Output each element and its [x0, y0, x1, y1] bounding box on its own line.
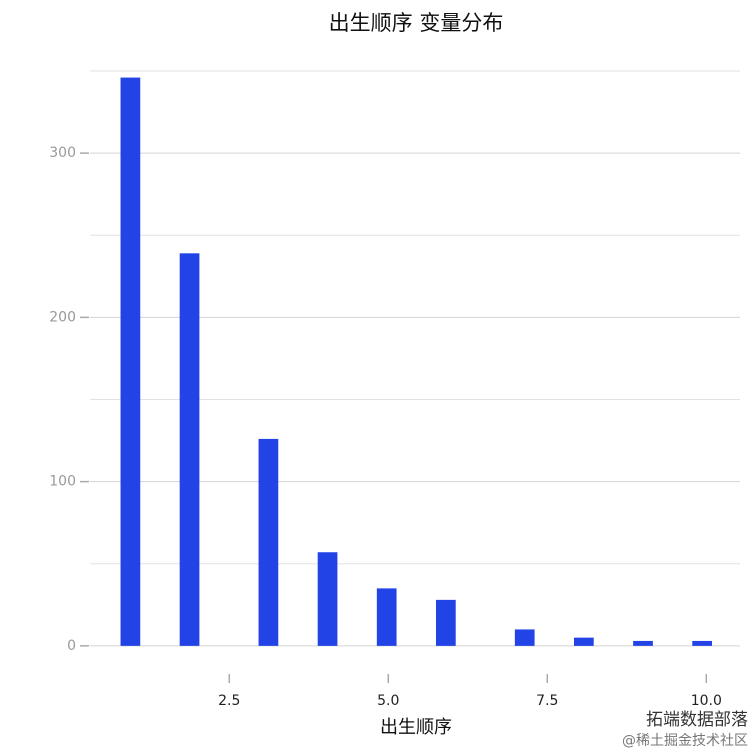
x-axis-label: 出生顺序 [380, 717, 452, 738]
watermark: 拓端数据部落 [646, 710, 748, 730]
y-tick-label: 0 [67, 638, 76, 654]
bar [574, 637, 594, 646]
chart-title: 出生顺序 变量分布 [329, 11, 504, 35]
y-tick-label: 200 [49, 309, 76, 325]
x-tick-label: 2.5 [218, 693, 240, 709]
x-tick-label: 7.5 [536, 693, 558, 709]
watermark: @稀土掘金技术社区 [622, 733, 748, 749]
bar [435, 599, 456, 646]
x-tick-label: 5.0 [377, 693, 399, 709]
bar [633, 640, 653, 646]
y-tick-label: 100 [49, 474, 76, 490]
bar [179, 253, 200, 646]
bar [376, 588, 397, 646]
bar [692, 640, 713, 646]
bar [317, 552, 338, 646]
bar [120, 77, 141, 646]
x-tick-label: 10.0 [691, 693, 722, 709]
bar [258, 438, 279, 646]
y-tick-label: 300 [49, 145, 76, 161]
bar [514, 629, 535, 646]
